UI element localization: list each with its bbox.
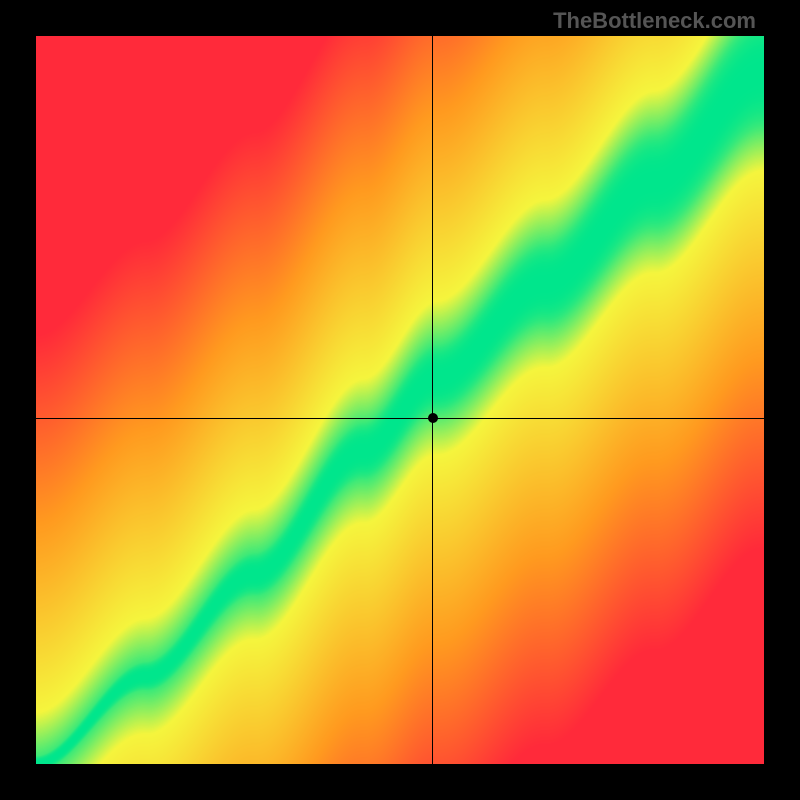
chart-container: TheBottleneck.com [0, 0, 800, 800]
heatmap-canvas [36, 36, 764, 764]
crosshair-horizontal [36, 418, 764, 419]
crosshair-vertical [432, 36, 433, 764]
plot-area [36, 36, 764, 764]
marker-dot [428, 413, 438, 423]
watermark-text: TheBottleneck.com [553, 8, 756, 34]
